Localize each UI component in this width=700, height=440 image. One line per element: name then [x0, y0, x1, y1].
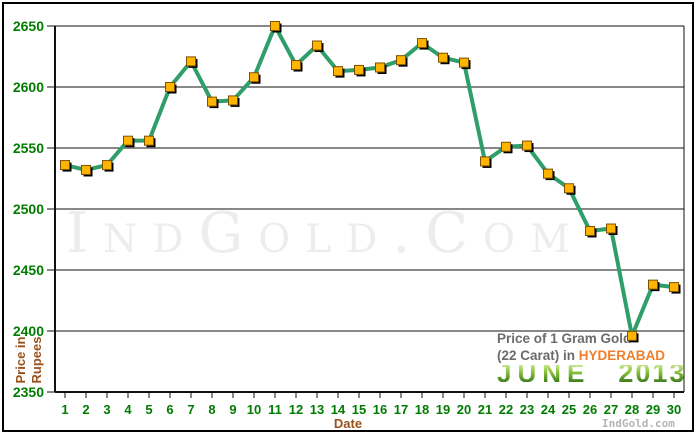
data-point-27: [606, 223, 616, 234]
data-point-30: [669, 282, 679, 293]
x-axis-title: Date: [333, 416, 363, 431]
data-point-28: [627, 330, 637, 341]
data-point-4: [123, 135, 133, 146]
data-point-10: [249, 72, 259, 83]
chart-title-block: Price of 1 Gram Gold (22 Carat) in HYDER…: [497, 330, 697, 388]
x-tick-label-5: 5: [145, 402, 152, 417]
data-point-16: [375, 62, 385, 73]
x-tick-label-27: 27: [604, 402, 618, 417]
data-point-11: [270, 21, 280, 31]
chart-title-line2: (22 Carat) in HYDERABAD: [497, 347, 697, 364]
chart-title-line1: Price of 1 Gram Gold: [497, 331, 632, 346]
data-point-14: [333, 66, 343, 77]
x-tick-label-16: 16: [373, 402, 387, 417]
data-point-8: [207, 96, 217, 107]
data-point-13: [312, 40, 322, 51]
y-tick-label-2350: 2350: [13, 384, 44, 400]
x-tick-label-29: 29: [646, 402, 660, 417]
x-tick-label-23: 23: [520, 402, 534, 417]
x-tick-label-14: 14: [331, 402, 346, 417]
x-tick-label-12: 12: [289, 402, 303, 417]
data-point-23: [522, 140, 532, 151]
data-point-15: [354, 64, 364, 75]
x-tick-label-10: 10: [247, 402, 261, 417]
x-tick-label-4: 4: [124, 402, 132, 417]
x-tick-label-25: 25: [562, 402, 576, 417]
data-point-6: [165, 82, 175, 92]
chart-frame: [2, 2, 694, 432]
data-point-2: [81, 164, 91, 175]
x-tick-label-8: 8: [208, 402, 215, 417]
price-line: [63, 24, 676, 338]
data-point-18: [417, 38, 427, 49]
x-tick-label-21: 21: [478, 402, 492, 417]
data-point-24: [543, 168, 553, 179]
month-label: JUNE: [497, 358, 591, 388]
x-tick-label-9: 9: [229, 402, 236, 417]
data-point-26: [585, 225, 595, 236]
data-point-21: [480, 156, 490, 167]
data-point-19: [438, 52, 448, 63]
x-tick-label-7: 7: [187, 402, 194, 417]
watermark: IndGold.Com: [66, 201, 585, 266]
x-tick-label-6: 6: [166, 402, 173, 417]
y-tick-label-2400: 2400: [13, 323, 44, 339]
x-tick-label-15: 15: [352, 402, 366, 417]
data-point-17: [396, 55, 406, 66]
x-tick-label-28: 28: [625, 402, 639, 417]
x-tick-label-22: 22: [499, 402, 513, 417]
x-tick-label-26: 26: [583, 402, 597, 417]
city-label: HYDERABAD: [578, 348, 666, 363]
data-point-25: [564, 183, 574, 194]
carat-label: (22 Carat) in: [497, 348, 579, 363]
x-tick-label-17: 17: [394, 402, 408, 417]
x-tick-label-20: 20: [457, 402, 471, 417]
y-tick-label-2450: 2450: [13, 262, 44, 278]
y-tick-label-2550: 2550: [13, 140, 44, 156]
x-tick-label-1: 1: [61, 402, 68, 417]
y-tick-label-2500: 2500: [13, 201, 44, 217]
x-tick-label-30: 30: [667, 402, 681, 417]
x-tick-label-13: 13: [310, 402, 324, 417]
data-point-5: [144, 135, 154, 146]
data-point-1: [60, 160, 70, 171]
y-tick-label-2600: 2600: [13, 79, 44, 95]
x-tick-label-24: 24: [541, 402, 556, 417]
x-tick-label-11: 11: [268, 402, 282, 417]
data-point-22: [501, 141, 511, 152]
x-tick-label-18: 18: [415, 402, 429, 417]
data-point-12: [291, 60, 301, 71]
x-tick-label-2: 2: [82, 402, 89, 417]
data-point-29: [648, 279, 658, 290]
footer-brand: IndGold.com: [602, 417, 675, 430]
x-tick-label-19: 19: [436, 402, 450, 417]
x-tick-label-3: 3: [103, 402, 110, 417]
data-point-9: [228, 95, 238, 106]
data-point-3: [102, 160, 112, 171]
data-point-7: [186, 56, 196, 67]
y-tick-label-2650: 2650: [13, 18, 44, 34]
data-point-20: [459, 57, 469, 68]
